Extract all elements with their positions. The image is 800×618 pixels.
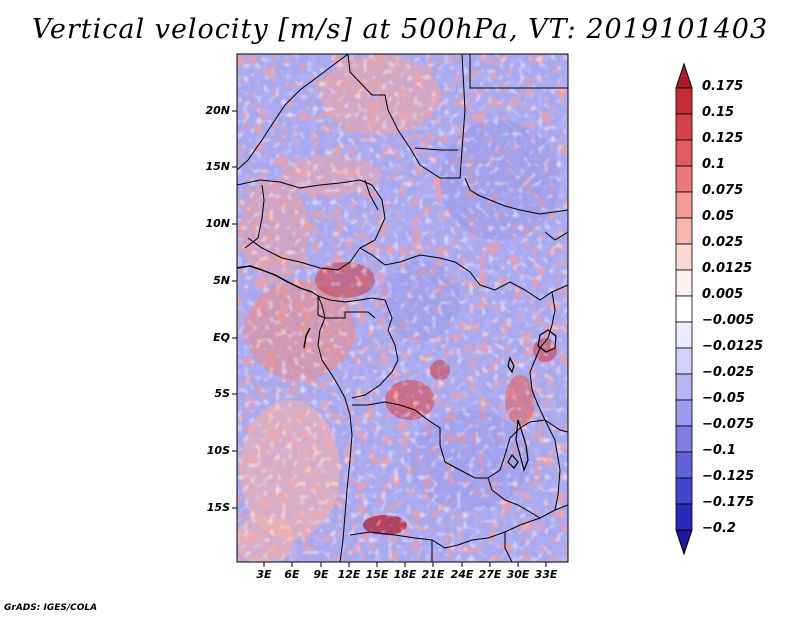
colorbar-label: −0.05 bbox=[702, 391, 745, 406]
map-frame bbox=[236, 53, 569, 563]
colorbar-segment bbox=[675, 295, 693, 323]
colorbar-label: −0.075 bbox=[702, 417, 755, 432]
colorbar-label: 0.1 bbox=[702, 157, 726, 172]
lon-ticks bbox=[263, 562, 547, 567]
colorbar-segment bbox=[675, 347, 693, 375]
colorbar-segment bbox=[675, 269, 693, 297]
lon-label: 30E bbox=[506, 568, 530, 581]
colorbar-label: −0.005 bbox=[702, 313, 755, 328]
colorbar-segment bbox=[675, 399, 693, 427]
lon-label: 33E bbox=[534, 568, 558, 581]
colorbar-segment bbox=[675, 165, 693, 193]
colorbar-segment bbox=[675, 191, 693, 219]
lat-label: EQ bbox=[213, 331, 230, 344]
lon-label: 24E bbox=[450, 568, 474, 581]
lon-label: 21E bbox=[421, 568, 445, 581]
colorbar-top-arrow bbox=[675, 62, 693, 89]
lat-label: 5S bbox=[214, 387, 230, 400]
colorbar-segment bbox=[675, 217, 693, 245]
lon-label: 15E bbox=[365, 568, 389, 581]
colorbar-segment bbox=[675, 113, 693, 141]
credit-text: GrADS: IGES/COLA bbox=[4, 603, 98, 613]
colorbar-label: 0.15 bbox=[702, 105, 735, 120]
colorbar-label: −0.125 bbox=[702, 469, 755, 484]
lat-label: 10N bbox=[205, 217, 230, 230]
lat-ticks bbox=[232, 110, 237, 509]
lakes bbox=[507, 329, 557, 472]
lat-label: 15S bbox=[206, 501, 230, 514]
lat-label: 20N bbox=[205, 104, 230, 117]
colorbar-segment bbox=[675, 477, 693, 505]
colorbar-segment bbox=[675, 425, 693, 453]
colorbar-segment bbox=[675, 87, 693, 115]
colorbar-segment bbox=[675, 451, 693, 479]
colorbar-segment bbox=[675, 373, 693, 401]
lon-label: 6E bbox=[284, 568, 300, 581]
colorbar-label: 0.005 bbox=[702, 287, 744, 302]
lon-label: 3E bbox=[256, 568, 272, 581]
lon-label: 27E bbox=[478, 568, 502, 581]
colorbar bbox=[675, 62, 693, 556]
chart-title: Vertical velocity [m/s] at 500hPa, VT: 2… bbox=[31, 14, 769, 45]
lon-label: 12E bbox=[337, 568, 361, 581]
colorbar-segment bbox=[675, 321, 693, 349]
colorbar-label: −0.0125 bbox=[702, 339, 764, 354]
colorbar-label: −0.175 bbox=[702, 495, 755, 510]
colorbar-bottom-arrow bbox=[675, 529, 693, 556]
colorbar-label: 0.075 bbox=[702, 183, 744, 198]
colorbar-label: −0.1 bbox=[702, 443, 736, 458]
colorbar-segment bbox=[675, 503, 693, 531]
colorbar-label: 0.025 bbox=[702, 235, 744, 250]
colorbar-label: 0.05 bbox=[702, 209, 735, 224]
colorbar-segment bbox=[675, 139, 693, 167]
lon-label: 9E bbox=[313, 568, 329, 581]
colorbar-label: 0.125 bbox=[702, 131, 744, 146]
colorbar-label: 0.175 bbox=[702, 79, 744, 94]
colorbar-label: 0.0125 bbox=[702, 261, 753, 276]
coastline bbox=[237, 265, 313, 349]
lon-label: 18E bbox=[393, 568, 417, 581]
colorbar-label: −0.025 bbox=[702, 365, 755, 380]
colorbar-segment bbox=[675, 243, 693, 271]
lat-label: 5N bbox=[213, 274, 230, 287]
velocity-field bbox=[237, 54, 568, 562]
lat-label: 15N bbox=[205, 160, 230, 173]
lat-label: 10S bbox=[206, 444, 230, 457]
colorbar-label: −0.2 bbox=[702, 521, 736, 536]
